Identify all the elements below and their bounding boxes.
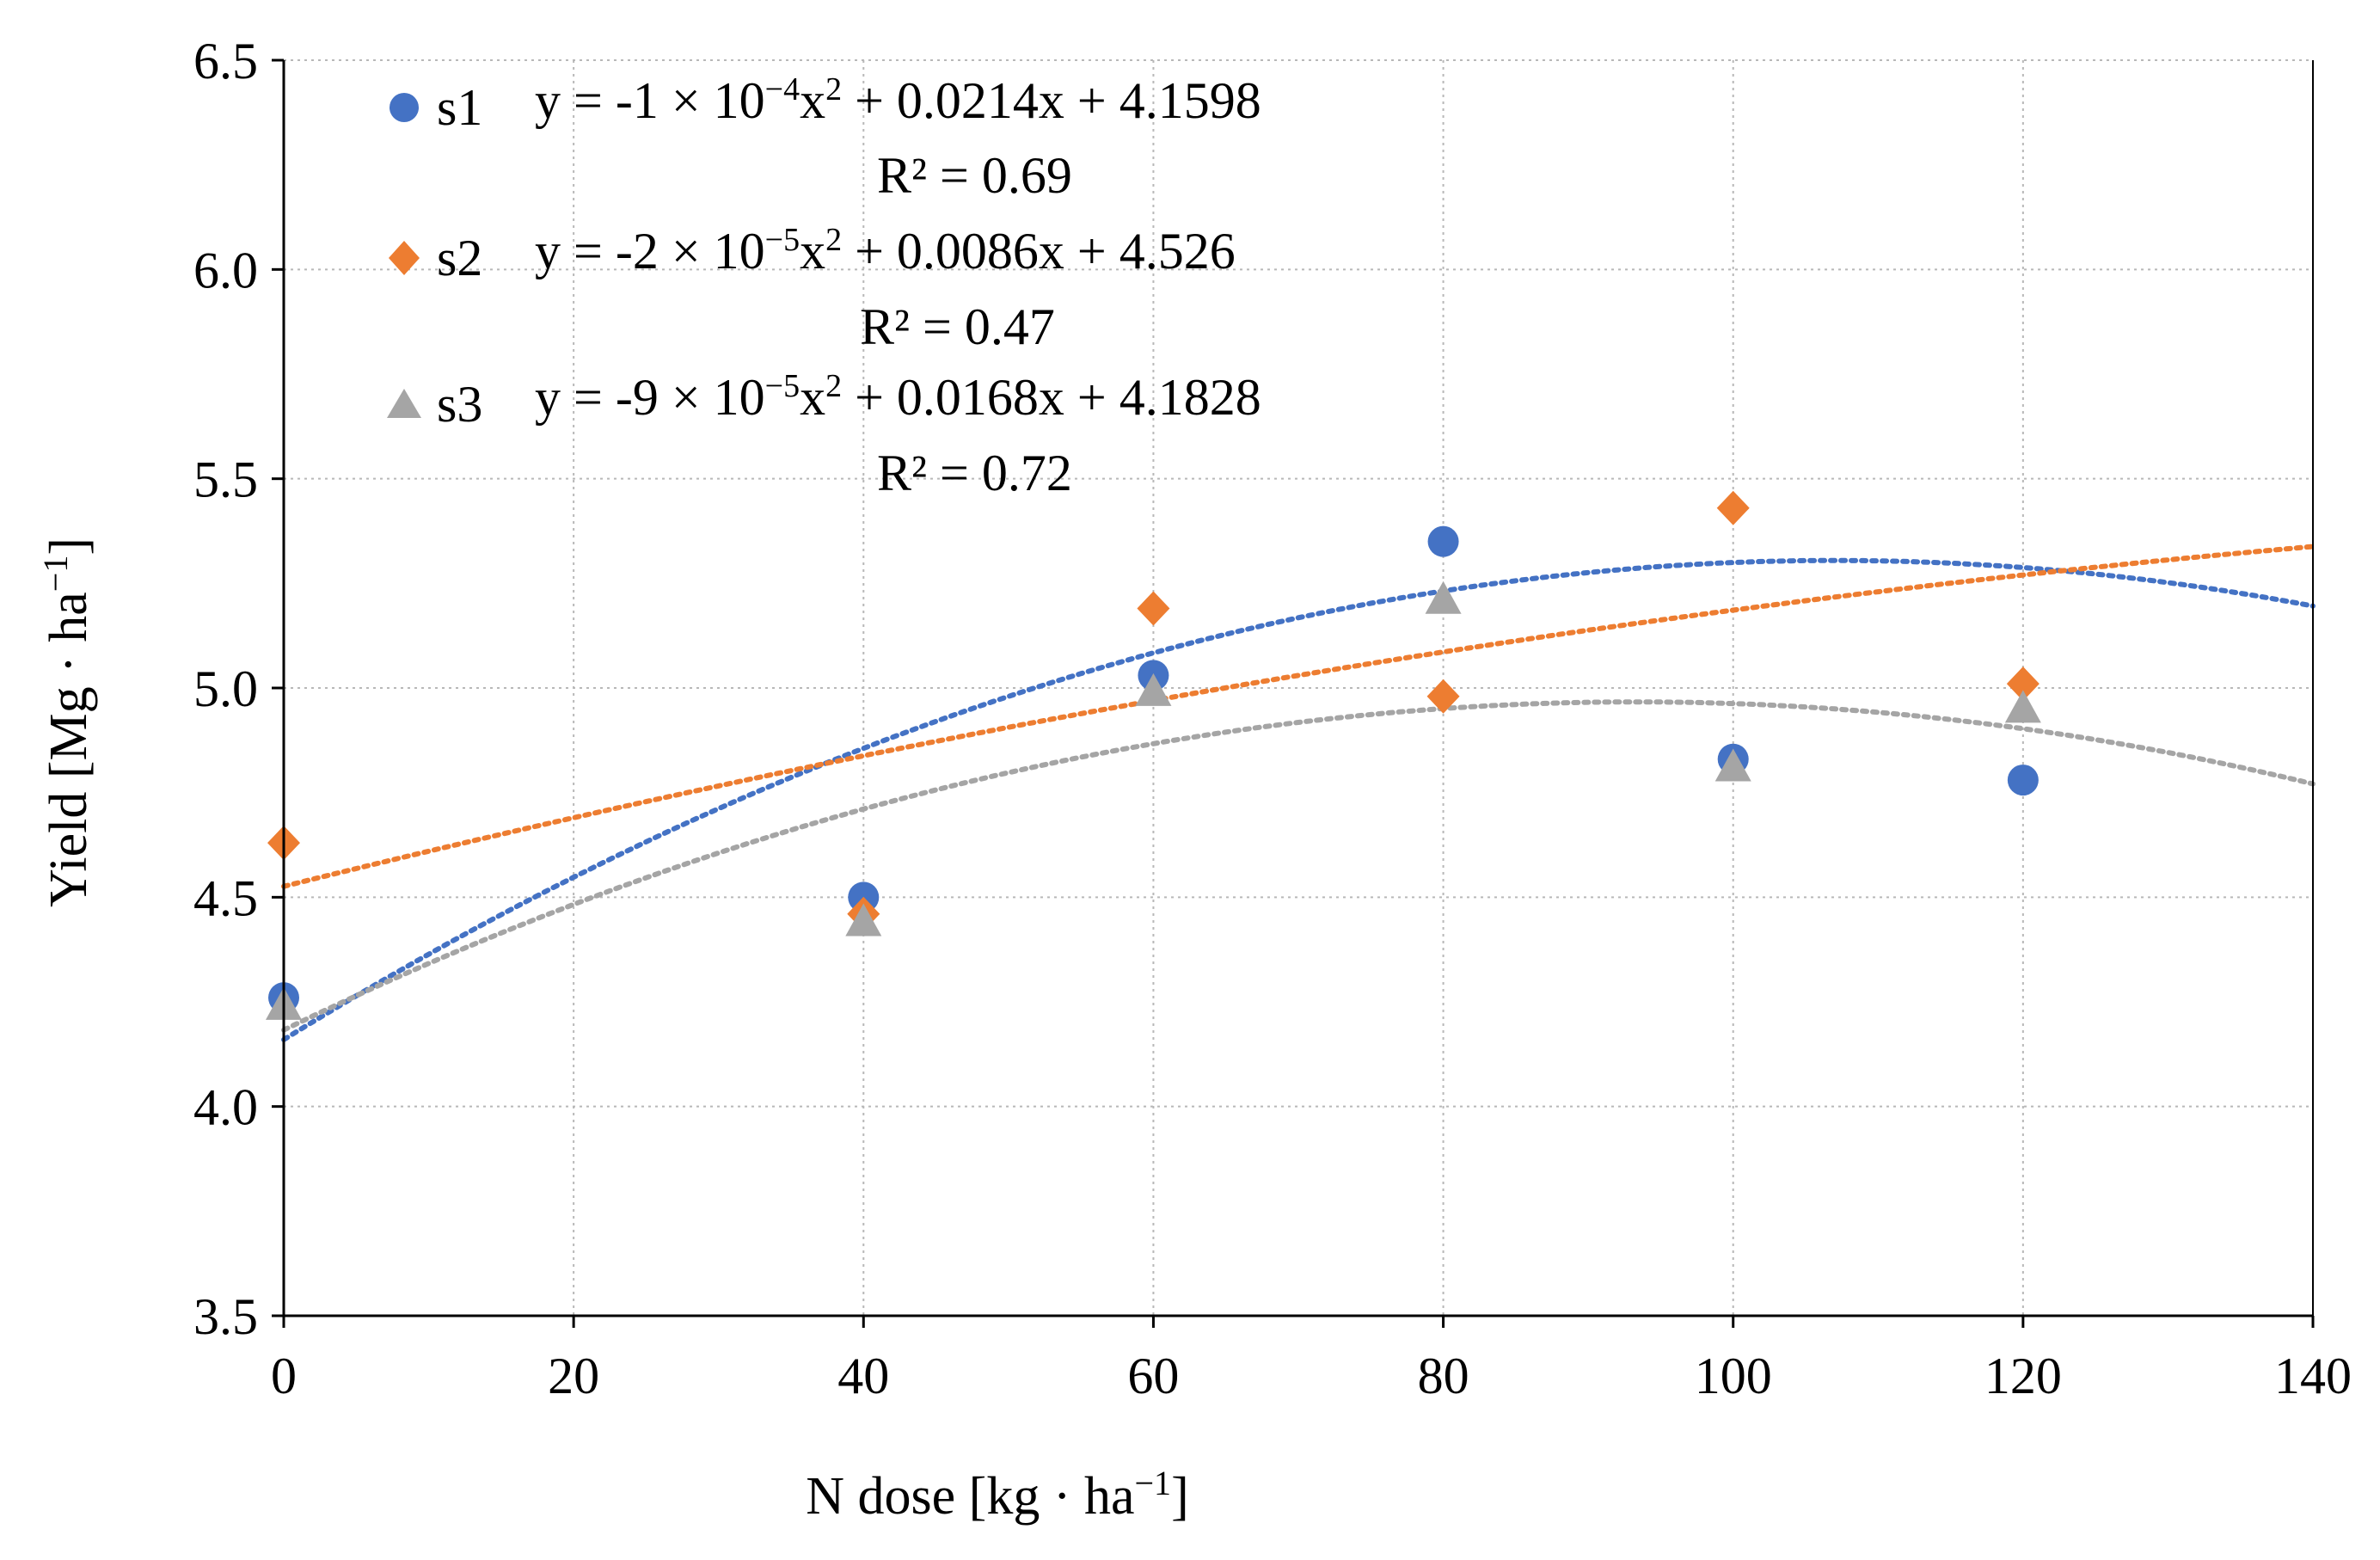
legend-label-s2: s2 bbox=[437, 230, 482, 286]
y-axis-title-end: ] bbox=[40, 537, 98, 556]
point-s3 bbox=[2004, 690, 2041, 723]
legend-entry-s1: s1 y = -1 × 10−4x2 + 0.0214x + 4.1598 R²… bbox=[390, 71, 1261, 204]
point-s2 bbox=[2006, 666, 2040, 702]
equation-s2-exp: −5 bbox=[765, 222, 800, 258]
legend-entry-s2: s2 y = -2 × 10−5x2 + 0.0086x + 4.526 R² … bbox=[389, 222, 1236, 355]
equation-s2: y = -2 × 10−5x2 + 0.0086x + 4.526 bbox=[535, 222, 1236, 279]
equation-s2-suffix: + 0.0086x + 4.526 bbox=[842, 223, 1236, 279]
x-axis-tick-labels: 0 20 40 60 80 100 120 140 bbox=[271, 1348, 2352, 1404]
x-tick-label: 60 bbox=[1127, 1348, 1179, 1404]
legend: s1 y = -1 × 10−4x2 + 0.0214x + 4.1598 R²… bbox=[387, 71, 1261, 501]
x-axis-title: N dose [kg · ha−1] bbox=[806, 1464, 1188, 1526]
trendline-s1 bbox=[281, 557, 2316, 1042]
equation-s1-prefix: y = -1 × 10 bbox=[535, 72, 765, 129]
x-axis-title-sup: −1 bbox=[1135, 1464, 1172, 1502]
x-tick-label: 0 bbox=[271, 1348, 297, 1404]
axes bbox=[272, 58, 2315, 1328]
x-tick-label: 20 bbox=[548, 1348, 599, 1404]
y-axis-tick-labels: 3.5 4.0 4.5 5.0 5.5 6.0 6.5 bbox=[193, 33, 258, 1345]
y-axis-title-sup: −1 bbox=[36, 556, 75, 593]
equation-s1-x-sup: 2 bbox=[825, 71, 842, 107]
trendlines bbox=[281, 544, 2316, 1042]
point-s2 bbox=[1716, 490, 1750, 525]
y-axis-title: Yield [Mg · ha−1] bbox=[36, 537, 99, 907]
equation-s1-x: x bbox=[800, 72, 825, 129]
point-s3 bbox=[1714, 748, 1751, 782]
point-s3 bbox=[1425, 580, 1462, 614]
legend-marker-s3 bbox=[387, 389, 421, 418]
legend-label-s1: s1 bbox=[437, 79, 482, 136]
point-s2 bbox=[1426, 679, 1460, 714]
legend-marker-s1 bbox=[390, 93, 419, 122]
point-s2 bbox=[1137, 591, 1170, 626]
x-tick-label: 120 bbox=[1984, 1348, 2062, 1404]
y-tick-label: 6.5 bbox=[193, 33, 258, 89]
equation-s3-suffix: + 0.0168x + 4.1828 bbox=[842, 369, 1261, 426]
equation-s2-prefix: y = -2 × 10 bbox=[535, 223, 765, 279]
y-tick-label: 4.0 bbox=[193, 1079, 258, 1136]
y-tick-label: 5.5 bbox=[193, 451, 258, 508]
equation-s3-x-sup: 2 bbox=[825, 368, 842, 404]
y-tick-label: 3.5 bbox=[193, 1288, 258, 1345]
legend-entry-s3: s3 y = -9 × 10−5x2 + 0.0168x + 4.1828 R²… bbox=[387, 368, 1261, 501]
trendline-s3 bbox=[281, 699, 2316, 1033]
point-s3 bbox=[1135, 673, 1172, 706]
x-axis-title-main: N dose [kg · ha bbox=[806, 1467, 1134, 1526]
r-squared-s1: R² = 0.69 bbox=[877, 147, 1072, 204]
equation-s3-x: x bbox=[800, 369, 825, 426]
point-s3 bbox=[845, 903, 882, 937]
equation-s3-exp: −5 bbox=[765, 368, 800, 404]
equation-s3: y = -9 × 10−5x2 + 0.0168x + 4.1828 bbox=[535, 368, 1261, 426]
equation-s1: y = -1 × 10−4x2 + 0.0214x + 4.1598 bbox=[535, 71, 1261, 129]
equation-s2-x-sup: 2 bbox=[825, 222, 842, 258]
r-squared-s3: R² = 0.72 bbox=[877, 445, 1072, 501]
x-tick-label: 140 bbox=[2274, 1348, 2352, 1404]
y-tick-label: 5.0 bbox=[193, 660, 258, 717]
equation-s3-prefix: y = -9 × 10 bbox=[535, 369, 765, 426]
data-points bbox=[266, 490, 2041, 1020]
x-tick-label: 40 bbox=[837, 1348, 889, 1404]
x-axis-title-end: ] bbox=[1171, 1467, 1189, 1526]
legend-label-s3: s3 bbox=[437, 376, 482, 433]
equation-s1-exp: −4 bbox=[765, 71, 800, 107]
y-tick-label: 4.5 bbox=[193, 869, 258, 926]
y-tick-label: 6.0 bbox=[193, 242, 258, 298]
legend-marker-s2 bbox=[389, 241, 420, 275]
point-s1 bbox=[2007, 765, 2039, 796]
x-tick-label: 100 bbox=[1695, 1348, 1772, 1404]
y-axis-title-main: Yield [Mg · ha bbox=[40, 592, 98, 907]
equation-s1-suffix: + 0.0214x + 4.1598 bbox=[842, 72, 1261, 129]
x-tick-label: 80 bbox=[1418, 1348, 1469, 1404]
trendline-s2 bbox=[281, 544, 2316, 889]
r-squared-s2: R² = 0.47 bbox=[860, 298, 1055, 355]
equation-s2-x: x bbox=[800, 223, 825, 279]
point-s1 bbox=[1427, 525, 1459, 557]
